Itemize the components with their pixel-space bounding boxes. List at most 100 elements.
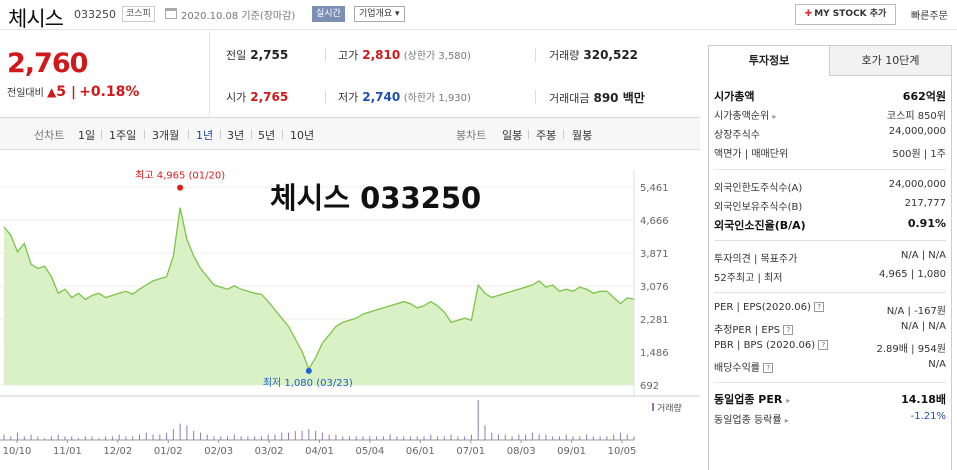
market-cap-row: 시가총액 662억원 xyxy=(714,86,946,104)
high-label: 고가 xyxy=(338,49,359,62)
amount-value: 890 백만 xyxy=(593,91,645,105)
period-1w[interactable]: 1주일 xyxy=(109,129,137,142)
plus-icon: ✚ xyxy=(804,9,813,19)
trade-amount: 거래대금 890 백만 xyxy=(549,89,645,106)
change-amount: 5 xyxy=(56,84,66,100)
price-area xyxy=(4,207,634,385)
market-cap-label: 시가총액 xyxy=(714,90,755,103)
per-value: N/A | -167원 xyxy=(886,306,946,317)
divider xyxy=(535,48,536,62)
x-tick-label: 09/01 xyxy=(557,446,586,457)
divider xyxy=(535,90,536,104)
help-icon[interactable]: ? xyxy=(763,363,774,373)
add-my-stock-button[interactable]: ✚ MY STOCK 추가 xyxy=(795,4,896,25)
y-tick-label: 3,871 xyxy=(640,249,669,260)
dividend-label: 배당수익률 ? xyxy=(714,359,774,374)
face-value-value: 500원 | 1주 xyxy=(892,149,946,160)
x-tick-label: 11/01 xyxy=(53,446,82,457)
open-label: 시가 xyxy=(226,91,247,104)
tab-invest-info[interactable]: 투자정보 xyxy=(708,45,830,76)
opinion-label: 투자의견 | 목표주가 xyxy=(714,254,798,265)
period-bar: 선차트 1일 1주일 3개월 1년 3년 5년 10년 봉차트 일봉 주봉 월봉 xyxy=(0,118,700,150)
foreign-limit-row: 외국인한도주식수(A) 24,000,000 xyxy=(714,177,946,195)
y-tick-label: 5,461 xyxy=(640,183,669,194)
foreign-ratio-value: 0.91% xyxy=(907,217,946,230)
market-cap-rank-value: 코스피 850위 xyxy=(886,111,946,122)
y-tick-label: 4,666 xyxy=(640,216,669,227)
shares-row: 상장주식수 24,000,000 xyxy=(714,124,946,142)
w52-value: 4,965 | 1,080 xyxy=(879,269,946,280)
shares-label: 상장주식수 xyxy=(714,130,760,141)
face-value-row: 액면가 | 매매단위 500원 | 1주 xyxy=(714,143,946,161)
period-1d[interactable]: 1일 xyxy=(78,129,96,142)
divider xyxy=(220,130,221,139)
y-tick-label: 2,281 xyxy=(640,315,669,326)
x-tick-label: 10/10 xyxy=(3,446,32,457)
divider xyxy=(714,382,946,383)
period-3y[interactable]: 3년 xyxy=(227,129,245,142)
realtime-button[interactable]: 실시간 xyxy=(312,6,345,22)
dividend-text: 배당수익률 xyxy=(714,363,760,374)
current-price: 2,760 xyxy=(7,48,88,79)
high-price: 고가 2,810 (상한가 3,580) xyxy=(338,47,471,63)
price-chart-svg: 5,461 4,666 3,871 3,076 2,281 1,486 692 최고 4,96… xyxy=(0,170,700,457)
divider xyxy=(144,130,145,139)
face-value-label: 액면가 | 매매단위 xyxy=(714,149,789,160)
help-icon[interactable]: ? xyxy=(818,340,829,350)
x-tick-label: 10/05 xyxy=(608,446,637,457)
change-percent: +0.18% xyxy=(79,84,140,100)
candle-weekly[interactable]: 주봉 xyxy=(536,129,557,142)
open-value: 2,765 xyxy=(250,90,289,104)
period-1y[interactable]: 1년 xyxy=(196,129,214,142)
period-5y[interactable]: 5년 xyxy=(258,129,276,142)
period-10y[interactable]: 10년 xyxy=(290,129,315,142)
help-icon[interactable]: ? xyxy=(814,302,825,312)
period-3m[interactable]: 3개월 xyxy=(152,129,180,142)
lower-limit: (하한가 1,930) xyxy=(403,93,471,104)
divider xyxy=(528,130,529,139)
shares-value: 24,000,000 xyxy=(888,126,946,137)
x-tick-label: 12/02 xyxy=(103,446,132,457)
est-per-value: N/A | N/A xyxy=(900,321,946,332)
divider xyxy=(101,130,102,139)
industry-change-text: 동일업종 등락률 xyxy=(714,415,782,426)
date-text: 2020.10.08 기준(장마감) xyxy=(181,11,296,22)
open-price: 시가 2,765 xyxy=(226,89,288,105)
change-divider: | xyxy=(71,85,76,100)
caret-right-icon: ▸ xyxy=(784,416,789,425)
add-my-stock-label: MY STOCK 추가 xyxy=(814,9,887,19)
per-text: PER | EPS(2020.06) xyxy=(714,302,811,313)
volume: 거래량 320,522 xyxy=(549,47,638,63)
candle-monthly[interactable]: 월봉 xyxy=(572,129,593,142)
panel-tabs: 투자정보 호가 10단계 xyxy=(708,45,952,76)
opinion-row: 투자의견 | 목표주가 N/A | N/A xyxy=(714,248,946,266)
pbr-label: PBR | BPS (2020.06) ? xyxy=(714,340,829,351)
divider xyxy=(209,31,210,118)
est-per-label: 추정PER | EPS ? xyxy=(714,321,794,336)
change-row: 전일대비 ▲5 | +0.18% xyxy=(7,84,139,100)
candle-daily[interactable]: 일봉 xyxy=(502,129,523,142)
x-tick-label: 08/03 xyxy=(507,446,536,457)
x-tick-label: 04/01 xyxy=(305,446,334,457)
est-per-text: 추정PER | EPS xyxy=(714,325,781,336)
low-value: 2,740 xyxy=(362,90,401,104)
volume-value: 320,522 xyxy=(583,48,639,62)
company-overview-button[interactable]: 기업개요 ▾ xyxy=(354,6,405,22)
quick-order-link[interactable]: 빠른주문 xyxy=(911,11,948,22)
stock-header: 체시스 033250 코스피 2020.10.08 기준(장마감) 실시간 기업… xyxy=(0,0,957,31)
market-tag: 코스피 xyxy=(122,6,155,22)
price-chart[interactable]: 5,461 4,666 3,871 3,076 2,281 1,486 692 최고 4,96… xyxy=(0,150,700,470)
divider xyxy=(325,48,326,62)
tab-order-book[interactable]: 호가 10단계 xyxy=(829,45,952,76)
w52-row: 52주최고 | 최저 4,965 | 1,080 xyxy=(714,267,946,285)
help-icon[interactable]: ? xyxy=(783,325,794,335)
prev-close-value: 2,755 xyxy=(250,48,289,62)
chart-title: 체시스 033250 xyxy=(270,181,481,215)
max-annotation: 최고 4,965 (01/20) xyxy=(135,170,225,182)
dividend-row: 배당수익률 ? N/A xyxy=(714,357,946,375)
x-tick-label: 01/02 xyxy=(154,446,183,457)
dividend-value: N/A xyxy=(928,359,946,370)
pbr-row: PBR | BPS (2020.06) ? 2.89배 | 954원 xyxy=(714,338,946,356)
volume-legend-swatch xyxy=(652,403,654,411)
foreign-limit-value: 24,000,000 xyxy=(888,179,946,190)
